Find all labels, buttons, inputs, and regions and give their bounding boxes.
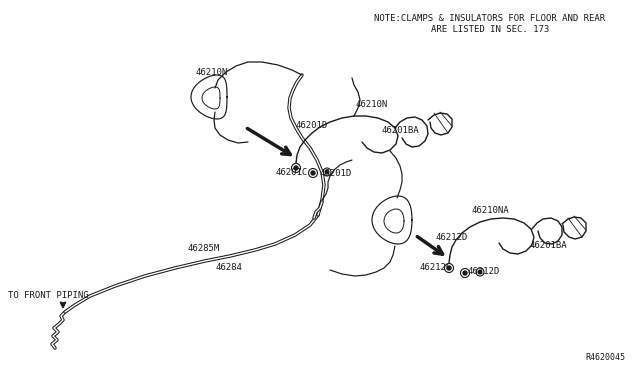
- Text: 46284: 46284: [215, 263, 242, 272]
- Circle shape: [325, 170, 329, 174]
- Text: 46201D: 46201D: [320, 169, 352, 177]
- Circle shape: [311, 171, 315, 175]
- Text: 46210N: 46210N: [356, 99, 388, 109]
- Text: 46285M: 46285M: [188, 244, 220, 253]
- Circle shape: [463, 271, 467, 275]
- Text: 46201D: 46201D: [295, 121, 327, 129]
- Text: NOTE:CLAMPS & INSULATORS FOR FLOOR AND REAR: NOTE:CLAMPS & INSULATORS FOR FLOOR AND R…: [374, 14, 605, 23]
- Text: 46201C: 46201C: [276, 167, 308, 176]
- Circle shape: [478, 270, 482, 274]
- Text: ARE LISTED IN SEC. 173: ARE LISTED IN SEC. 173: [431, 25, 549, 34]
- Text: TO FRONT PIPING: TO FRONT PIPING: [8, 291, 88, 300]
- Text: 46212C: 46212C: [420, 263, 452, 273]
- Text: 46212D: 46212D: [436, 232, 468, 241]
- Text: 46212D: 46212D: [468, 267, 500, 276]
- Text: 46201BA: 46201BA: [530, 241, 568, 250]
- Text: 46210N: 46210N: [195, 67, 227, 77]
- Text: R4620045: R4620045: [585, 353, 625, 362]
- Circle shape: [294, 166, 298, 170]
- Text: 46210NA: 46210NA: [472, 205, 509, 215]
- Text: 46201BA: 46201BA: [381, 125, 419, 135]
- Circle shape: [447, 266, 451, 270]
